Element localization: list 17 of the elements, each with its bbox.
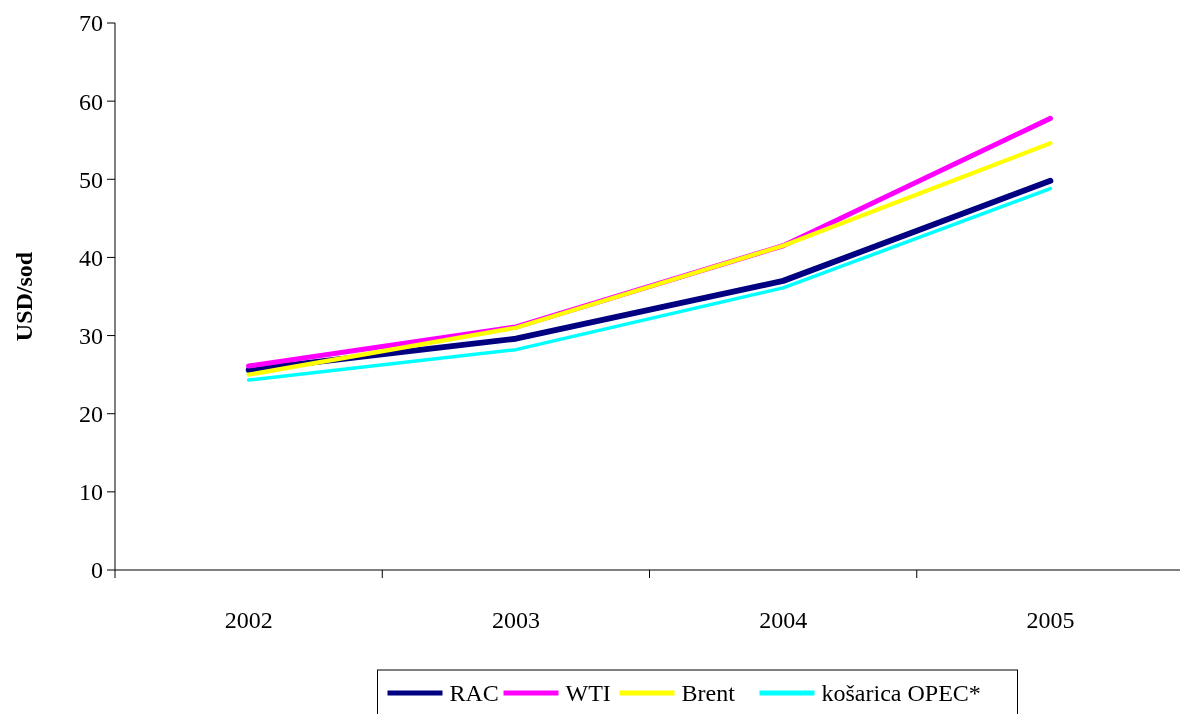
x-tick-label: 2005: [1026, 607, 1075, 633]
legend-label: Brent: [681, 680, 736, 707]
x-tick-label: 2002: [224, 607, 273, 633]
y-tick-label: 30: [79, 322, 103, 349]
y-tick-label: 0: [91, 557, 103, 584]
y-tick-label: 50: [79, 166, 103, 193]
y-axis-title: USD/sod: [11, 251, 37, 342]
y-tick-label: 20: [79, 401, 103, 428]
x-tick-label: 2003: [491, 607, 540, 633]
y-tick-label: 40: [79, 244, 103, 271]
legend-label: WTI: [565, 680, 611, 707]
y-tick-label: 10: [79, 479, 103, 506]
legend-label: košarica OPEC*: [821, 680, 981, 707]
legend-label: RAC: [449, 680, 499, 707]
x-tick-label: 2004: [759, 607, 808, 633]
y-tick-label: 60: [79, 88, 103, 115]
y-tick-label: 70: [79, 10, 103, 37]
